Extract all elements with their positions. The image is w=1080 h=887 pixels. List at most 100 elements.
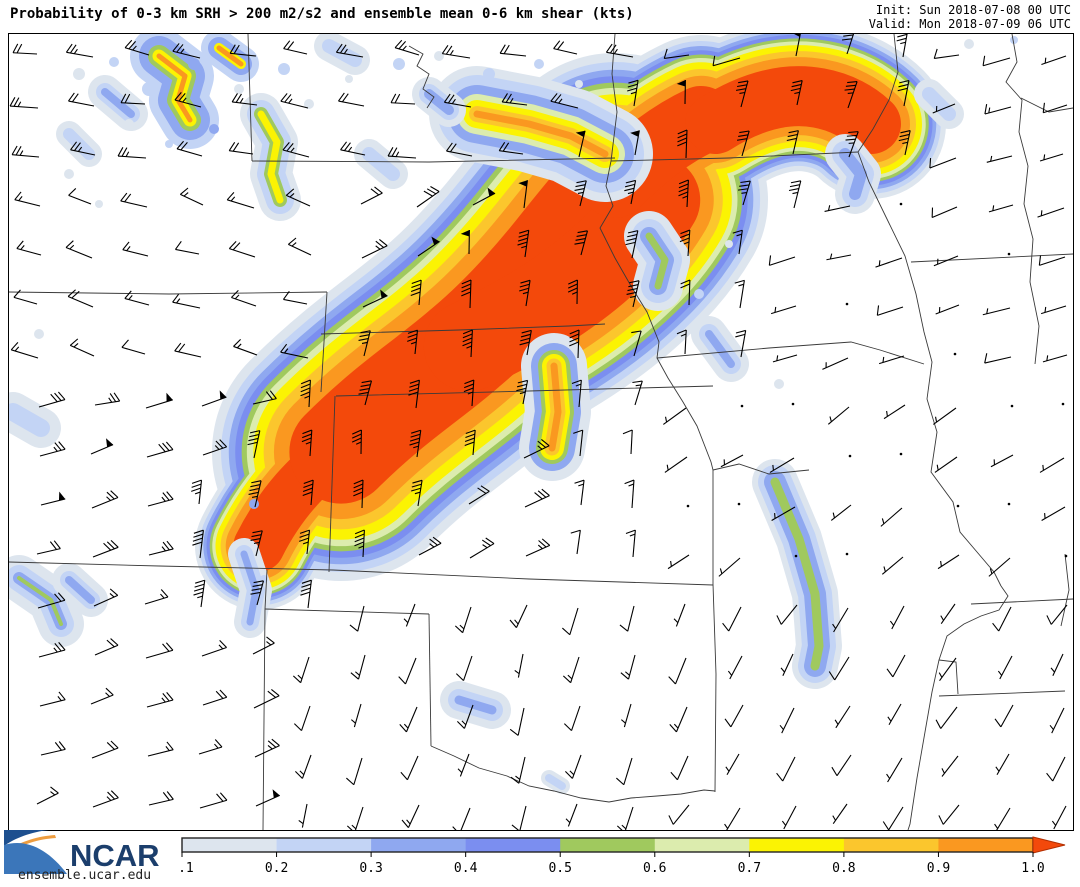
wind-barb	[562, 656, 580, 684]
probability-blob	[473, 110, 609, 158]
border-line	[712, 470, 717, 793]
wind-barb	[417, 236, 440, 257]
probability-blob	[645, 232, 669, 290]
probability-speck	[575, 80, 583, 88]
wind-barb	[620, 703, 632, 728]
wind-barb	[834, 705, 851, 729]
wind-barb	[626, 280, 640, 308]
probability-speck	[64, 169, 74, 179]
wind-barb	[620, 654, 636, 680]
wind-barb	[625, 230, 639, 259]
wind-barb	[228, 240, 256, 258]
wind-barb	[1010, 404, 1014, 408]
border-line	[320, 291, 328, 393]
wind-barb	[441, 45, 471, 59]
wind-barb	[40, 491, 66, 506]
wind-barb	[676, 79, 686, 105]
wind-barb	[148, 791, 174, 806]
wind-barb	[845, 552, 849, 556]
wind-barb	[38, 641, 66, 658]
wind-barb	[399, 706, 418, 733]
border-line	[262, 569, 268, 830]
wind-barb	[252, 390, 277, 405]
probability-speck	[73, 68, 85, 80]
probability-speck	[124, 119, 134, 129]
wind-barb	[1050, 653, 1064, 676]
colorbar-label: 0.3	[359, 861, 382, 876]
probability-shading	[9, 34, 1018, 794]
wind-barb	[250, 530, 263, 557]
wind-barb	[353, 479, 364, 509]
wind-barb	[350, 654, 366, 680]
wind-barb	[523, 439, 550, 459]
wind-barb	[1051, 805, 1067, 830]
wind-barb	[937, 554, 960, 570]
probability-blob	[9, 403, 50, 437]
wind-barb	[199, 792, 228, 809]
wind-barb	[509, 604, 528, 629]
probability-blob	[216, 45, 244, 67]
wind-barb	[718, 557, 741, 577]
wind-barb	[287, 237, 312, 256]
wind-barb	[202, 689, 228, 706]
wind-barb	[67, 289, 94, 308]
wind-barb	[982, 307, 1011, 316]
probability-speck	[304, 99, 314, 109]
colorbar-segment	[182, 838, 278, 852]
wind-barb	[280, 343, 309, 359]
probability-blob	[454, 695, 497, 715]
wind-barb	[627, 79, 639, 107]
probability-speck	[278, 63, 290, 75]
wind-barb	[676, 329, 687, 355]
wind-barb	[992, 606, 1012, 632]
wind-barb	[780, 653, 794, 676]
wind-barb	[605, 43, 634, 58]
probability-contour	[685, 66, 901, 154]
wind-barb	[886, 654, 906, 678]
wind-barb	[668, 657, 687, 685]
wind-barb	[411, 479, 423, 507]
wind-barb	[407, 329, 419, 355]
wind-barb	[1007, 502, 1011, 506]
wind-barb	[11, 145, 40, 158]
wind-barb	[231, 93, 258, 106]
wind-barb	[36, 540, 61, 555]
wind-barb	[94, 392, 121, 406]
wind-barb	[1039, 457, 1065, 473]
wind-barb	[226, 192, 255, 209]
wind-barb	[202, 439, 228, 456]
wind-barb	[569, 329, 580, 359]
wind-barb	[346, 757, 363, 786]
wind-barb	[121, 339, 146, 355]
wind-barb	[567, 279, 578, 305]
wind-barb	[781, 805, 797, 830]
wind-barb	[883, 404, 906, 420]
wind-barb	[828, 656, 850, 681]
probability-speck	[964, 39, 974, 49]
wind-barb	[351, 429, 362, 455]
probability-speck	[393, 58, 405, 70]
wind-barb	[254, 738, 280, 758]
wind-barb	[280, 93, 309, 109]
page-title: Probability of 0-3 km SRH > 200 m2/s2 an…	[10, 6, 634, 22]
wind-barb	[39, 441, 66, 457]
probability-speck	[209, 124, 219, 134]
probability-speck	[774, 379, 784, 389]
wind-barb	[679, 229, 691, 257]
colorbar-label: 0.5	[548, 861, 571, 876]
wind-barb	[37, 592, 66, 609]
colorbar-segment	[465, 838, 561, 852]
wind-barb	[822, 357, 849, 370]
probability-speck	[345, 75, 353, 83]
ncar-logo-swoosh-orange	[4, 835, 56, 855]
colorbar-segment	[749, 838, 845, 852]
wind-barb	[509, 707, 525, 736]
wind-barb	[624, 179, 637, 205]
wind-barb	[827, 406, 850, 425]
wind-barb	[145, 392, 173, 409]
wind-barb	[13, 289, 38, 305]
wind-barb	[201, 390, 227, 407]
wind-barb	[455, 655, 473, 681]
wind-barb	[564, 754, 582, 779]
wind-barb	[294, 754, 312, 779]
